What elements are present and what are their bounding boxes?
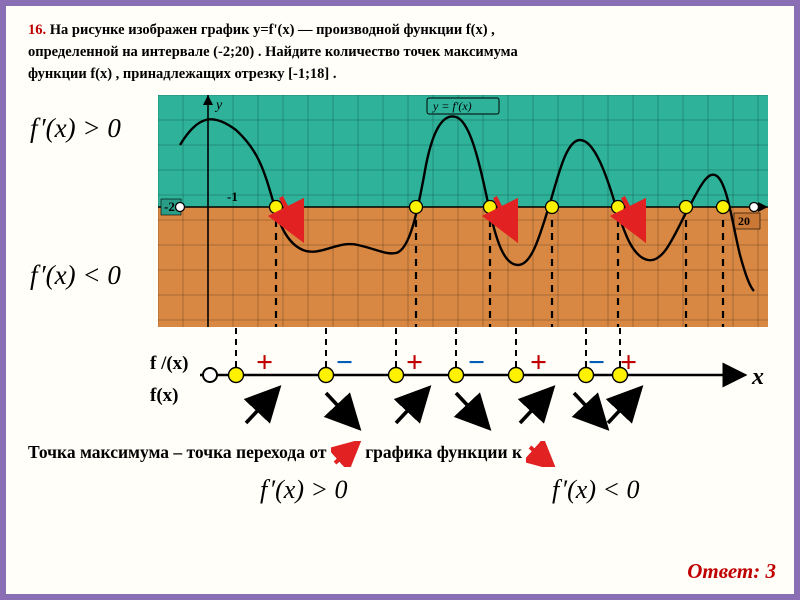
formula-negative: f ′(x) < 0: [552, 475, 640, 505]
svg-text:20: 20: [738, 214, 750, 228]
bottom-formulas: f ′(x) > 0 f ′(x) < 0: [28, 475, 772, 517]
sign-minus: −: [588, 346, 605, 380]
svg-text:y = f'(x): y = f'(x): [432, 99, 472, 113]
explain-b: графика функции к: [365, 442, 522, 462]
sign-plus: +: [256, 346, 273, 380]
problem-line1: На рисунке изображен график y=f'(x) — пр…: [50, 22, 495, 38]
sign-line-region: f /(x) f(x) x +−+−+−+: [28, 327, 768, 435]
problem-statement: 16. На рисунке изображен график y=f'(x) …: [28, 20, 772, 85]
explanation-text: Точка максимума – точка перехода от граф…: [28, 441, 772, 467]
problem-line2: определенной на интервале (-2;20) . Найд…: [28, 44, 518, 60]
down-arrow-icon: [526, 441, 556, 467]
svg-text:y: y: [214, 98, 223, 113]
explain-a: Точка максимума – точка перехода от: [28, 442, 326, 462]
svg-text:-2: -2: [164, 199, 175, 214]
sign-minus: −: [336, 346, 353, 380]
answer-text: Ответ: 3: [687, 559, 776, 584]
sign-plus: +: [530, 346, 547, 380]
derivative-positive-label: f ′(x) > 0: [30, 113, 121, 144]
up-arrow-icon: [331, 441, 361, 467]
sign-plus: +: [620, 346, 637, 380]
derivative-chart: yy = f'(x)y = f'(x)-2-2-120: [158, 95, 768, 327]
sign-minus: −: [468, 346, 485, 380]
slide-frame: 16. На рисунке изображен график y=f'(x) …: [0, 0, 800, 600]
problem-number: 16.: [28, 22, 46, 38]
svg-text:-1: -1: [227, 189, 238, 204]
problem-line3: функции f(x) , принадлежащих отрезку [-1…: [28, 66, 336, 82]
formula-positive: f ′(x) > 0: [260, 475, 348, 505]
number-line: [28, 327, 768, 435]
derivative-negative-label: f ′(x) < 0: [30, 260, 121, 291]
sign-plus: +: [406, 346, 423, 380]
chart-region: f ′(x) > 0 f ′(x) < 0 yy = f'(x)y = f'(x…: [28, 95, 768, 327]
